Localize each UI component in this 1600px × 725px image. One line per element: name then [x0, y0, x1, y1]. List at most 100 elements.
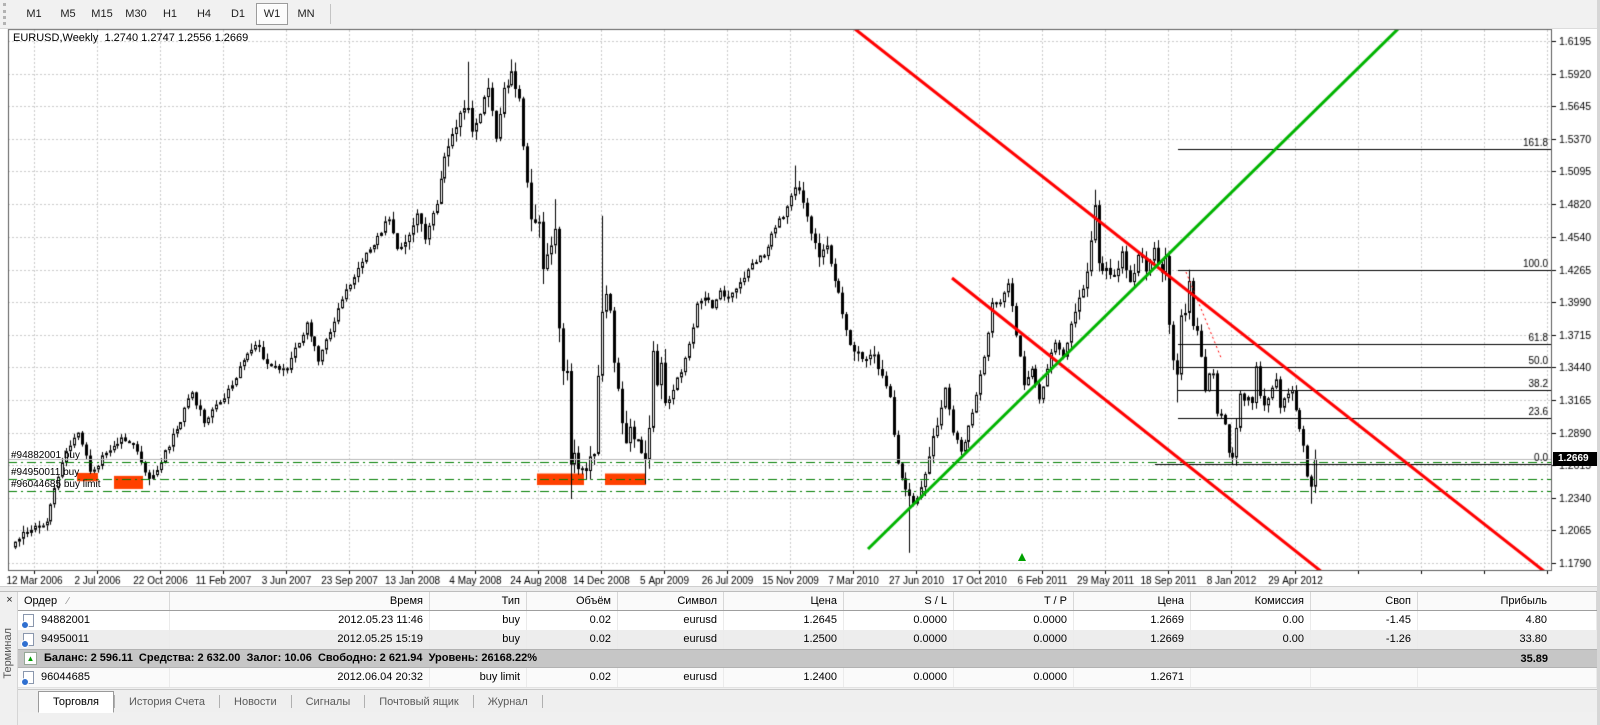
terminal-side-strip: × Терминал [0, 592, 18, 725]
balance-summary-text: Баланс: 2 596.11 Средства: 2 632.00 Зало… [44, 652, 537, 664]
cell-8: 1.2669 [1074, 630, 1191, 649]
buy-arrow-marker [1018, 553, 1026, 561]
column-header[interactable]: Прибыль [1418, 592, 1597, 610]
column-header[interactable]: Тип [430, 592, 527, 610]
cell-3: 0.02 [527, 611, 618, 630]
price-chart-canvas[interactable] [0, 28, 1600, 586]
cell-6: 0.0000 [844, 611, 954, 630]
column-header[interactable]: Символ [618, 592, 724, 610]
column-header[interactable]: S / L [844, 592, 954, 610]
timeframe-button-d1[interactable]: D1 [230, 8, 246, 20]
timeframe-button-m5[interactable]: M5 [60, 8, 76, 20]
tab-1[interactable]: Торговля [38, 691, 114, 713]
cell-4: eurusd [618, 668, 724, 687]
balance-up-arrow-icon: ▲ [24, 652, 37, 665]
cell-0: 96044685 [18, 668, 170, 687]
balance-row: ▲ Баланс: 2 596.11 Средства: 2 632.00 Зал… [18, 649, 1597, 668]
column-header[interactable]: Цена [1074, 592, 1191, 610]
cell-6: 0.0000 [844, 668, 954, 687]
tab-4[interactable]: Сигналы [305, 696, 351, 708]
timeframe-button-m1[interactable]: M1 [26, 8, 42, 20]
close-terminal-icon[interactable]: × [6, 594, 13, 606]
cell-7: 0.0000 [954, 630, 1074, 649]
order-ticket-icon [21, 671, 34, 686]
terminal-panel: × Терминал Ордер ∕ Время Тип Объём Символ Цена… [0, 592, 1600, 725]
cell-10 [1311, 668, 1418, 687]
cell-4: eurusd [618, 630, 724, 649]
column-header[interactable]: Ордер ∕ [18, 592, 170, 610]
column-header[interactable]: Цена [724, 592, 844, 610]
cell-3: 0.02 [527, 630, 618, 649]
cell-11: 4.80 [1418, 611, 1597, 630]
timeframe-buttons: M1 M5 M15 M30 H1 H4 D1 W1 MN [17, 3, 323, 25]
cell-5: 1.2400 [724, 668, 844, 687]
tab-3[interactable]: Новости [234, 696, 277, 708]
column-header[interactable]: T / P [954, 592, 1074, 610]
tab-divider [541, 695, 543, 708]
cell-2: buy limit [430, 668, 527, 687]
current-price-tag: 1.2669 [1553, 452, 1598, 466]
column-header[interactable]: Комиссия [1191, 592, 1311, 610]
tab-6[interactable]: Журнал [487, 696, 528, 708]
cell-5: 1.2500 [724, 630, 844, 649]
chart-symbol-title: EURUSD,Weekly 1.2740 1.2747 1.2556 1.266… [13, 32, 249, 44]
column-header[interactable]: Время [170, 592, 430, 610]
open-order-row[interactable]: 94950011 2012.05.25 15:19 buy 0.02 eurusd 1.2… [18, 630, 1597, 649]
toolbar-drag-grip[interactable] [3, 3, 11, 25]
cell-10: -1.26 [1311, 630, 1418, 649]
timeframe-button-m30[interactable]: M30 [125, 8, 147, 20]
tab-divider [219, 695, 221, 708]
order-ticket-icon [21, 633, 34, 648]
cell-3: 0.02 [527, 668, 618, 687]
order-line-label[interactable]: #94950011 buy [11, 467, 80, 478]
order-ticket-icon [21, 614, 34, 629]
cell-0: 94950011 [18, 630, 170, 649]
cell-7: 0.0000 [954, 611, 1074, 630]
tab-divider [113, 695, 115, 708]
cell-10: -1.45 [1311, 611, 1418, 630]
terminal-tabs: Торговля История Счета Новости Сигналы Почто… [18, 689, 1597, 713]
timeframe-button-m15[interactable]: M15 [91, 8, 113, 20]
cell-9: 0.00 [1191, 611, 1311, 630]
terminal-vertical-label: Терминал [2, 628, 14, 679]
order-line-label[interactable]: #94882001 buy [11, 450, 80, 461]
open-order-row[interactable]: 94882001 2012.05.23 11:46 buy 0.02 eurusd 1.2… [18, 611, 1597, 630]
cell-2: buy [430, 630, 527, 649]
cell-9: 0.00 [1191, 630, 1311, 649]
cell-6: 0.0000 [844, 630, 954, 649]
window-edge [1597, 0, 1600, 725]
tab-5[interactable]: Почтовый ящик [379, 696, 459, 708]
cell-1: 2012.05.23 11:46 [170, 611, 430, 630]
timeframe-button-h4[interactable]: H4 [196, 8, 212, 20]
timeframe-button-h1[interactable]: H1 [162, 8, 178, 20]
cell-11 [1418, 668, 1597, 687]
column-header[interactable]: Объём [527, 592, 618, 610]
cell-0: 94882001 [18, 611, 170, 630]
tab-2[interactable]: История Счета [128, 696, 206, 708]
tab-divider [364, 695, 366, 708]
cell-4: eurusd [618, 611, 724, 630]
cell-1: 2012.06.04 20:32 [170, 668, 430, 687]
tab-divider [472, 695, 474, 708]
pending-order-row[interactable]: 96044685 2012.06.04 20:32 buy limit 0.02 eur… [18, 668, 1597, 688]
floating-profit-total: 35.89 [1520, 653, 1548, 665]
cell-7: 0.0000 [954, 668, 1074, 687]
cell-5: 1.2645 [724, 611, 844, 630]
cell-11: 33.80 [1418, 630, 1597, 649]
cell-2: buy [430, 611, 527, 630]
column-header[interactable]: Своп [1311, 592, 1418, 610]
sort-indicator-icon: ∕ [67, 596, 69, 607]
timeframe-button-mn[interactable]: MN [297, 8, 315, 20]
tab-divider [290, 695, 292, 708]
cell-8: 1.2669 [1074, 611, 1191, 630]
terminal-splitter[interactable] [0, 586, 1600, 592]
cell-9 [1191, 668, 1311, 687]
order-line-label[interactable]: #96044685 buy limit [11, 479, 101, 490]
timeframe-button-w1[interactable]: W1 [256, 3, 288, 25]
cell-8: 1.2671 [1074, 668, 1191, 687]
cell-1: 2012.05.25 15:19 [170, 630, 430, 649]
timeframe-toolbar: M1 M5 M15 M30 H1 H4 D1 W1 MN [0, 0, 1600, 29]
